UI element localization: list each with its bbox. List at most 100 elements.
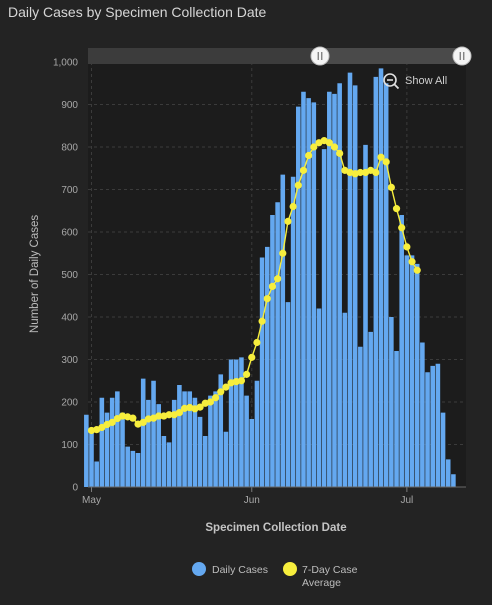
daily-case-bar[interactable]	[296, 106, 301, 488]
daily-case-bar[interactable]	[130, 450, 136, 488]
daily-case-bar[interactable]	[451, 474, 456, 487]
seven-day-average-point[interactable]	[310, 143, 318, 151]
daily-case-bar[interactable]	[332, 93, 337, 488]
seven-day-average-point[interactable]	[330, 143, 339, 151]
seven-day-average-point[interactable]	[253, 338, 261, 347]
seven-day-average-point[interactable]	[356, 168, 364, 177]
daily-case-bar[interactable]	[342, 312, 348, 487]
seven-day-average-point[interactable]	[413, 266, 421, 274]
seven-day-average-point[interactable]	[372, 168, 380, 177]
daily-case-bar[interactable]	[239, 357, 244, 488]
daily-case-bar[interactable]	[306, 98, 311, 488]
daily-case-bar[interactable]	[84, 414, 89, 487]
seven-day-average-point[interactable]	[279, 249, 287, 257]
daily-case-bar[interactable]	[254, 380, 260, 487]
range-slider[interactable]	[88, 46, 472, 66]
seven-day-average-point[interactable]	[237, 377, 246, 385]
daily-case-bar[interactable]	[275, 202, 280, 487]
daily-case-bar[interactable]	[140, 378, 146, 488]
daily-case-bar[interactable]	[146, 399, 151, 488]
seven-day-average-point[interactable]	[382, 158, 390, 166]
seven-day-average-point[interactable]	[129, 414, 137, 422]
daily-case-bar[interactable]	[378, 68, 384, 488]
seven-day-average-point[interactable]	[299, 166, 308, 174]
daily-case-bar[interactable]	[125, 446, 130, 488]
seven-day-average-point[interactable]	[387, 183, 395, 191]
daily-case-bar[interactable]	[425, 372, 430, 487]
range-slider-left-handle[interactable]	[310, 46, 330, 66]
seven-day-average-point[interactable]	[258, 317, 266, 325]
seven-day-average-point[interactable]	[243, 370, 251, 378]
daily-case-bar[interactable]	[161, 436, 167, 487]
daily-case-bar[interactable]	[99, 397, 105, 487]
daily-case-bar[interactable]	[208, 395, 213, 488]
daily-case-bar[interactable]	[445, 459, 451, 488]
range-slider-right-handle[interactable]	[452, 46, 472, 66]
seven-day-average-point[interactable]	[155, 412, 163, 420]
seven-day-average-point[interactable]	[274, 275, 282, 283]
seven-day-average-point[interactable]	[211, 394, 220, 402]
daily-case-bar[interactable]	[249, 419, 255, 487]
daily-case-bar[interactable]	[311, 102, 317, 488]
daily-case-bar[interactable]	[166, 442, 172, 488]
show-all-button[interactable]: Show All	[383, 73, 447, 90]
seven-day-average-point[interactable]	[248, 353, 256, 361]
seven-day-average-point[interactable]	[392, 205, 401, 213]
daily-case-bar[interactable]	[115, 391, 120, 488]
daily-case-bar[interactable]	[352, 85, 358, 488]
daily-case-bar[interactable]	[244, 395, 249, 488]
seven-day-average-point[interactable]	[325, 139, 333, 147]
legend-item-daily-cases[interactable]: Daily Cases	[192, 562, 268, 576]
daily-case-bar[interactable]	[404, 255, 410, 487]
daily-case-bar[interactable]	[316, 308, 322, 488]
daily-case-bar[interactable]	[389, 317, 394, 487]
seven-day-average-point[interactable]	[165, 411, 173, 419]
seven-day-average-point[interactable]	[289, 202, 297, 211]
seven-day-average-point[interactable]	[336, 149, 344, 157]
seven-day-average-point[interactable]	[206, 398, 215, 406]
daily-case-bar[interactable]	[202, 436, 208, 487]
daily-case-bar[interactable]	[409, 255, 415, 487]
daily-case-bar[interactable]	[259, 257, 265, 488]
daily-case-bar[interactable]	[151, 380, 156, 487]
show-all-label[interactable]: Show All	[405, 75, 447, 87]
daily-case-bar[interactable]	[218, 374, 224, 488]
daily-case-bar[interactable]	[270, 215, 275, 487]
daily-case-bar[interactable]	[347, 72, 353, 488]
daily-case-bar[interactable]	[327, 91, 332, 487]
daily-case-bar[interactable]	[399, 215, 404, 487]
daily-case-bar[interactable]	[290, 176, 296, 487]
daily-case-bar[interactable]	[337, 83, 342, 487]
daily-case-bar[interactable]	[223, 431, 229, 487]
daily-case-bar[interactable]	[213, 391, 218, 488]
daily-case-bar[interactable]	[187, 391, 193, 488]
seven-day-average-point[interactable]	[222, 383, 230, 391]
range-slider-selection[interactable]	[320, 48, 462, 64]
daily-case-bar[interactable]	[264, 246, 270, 487]
daily-case-bar[interactable]	[358, 346, 363, 487]
daily-case-bar[interactable]	[394, 351, 399, 487]
daily-case-bar[interactable]	[177, 385, 182, 487]
daily-case-bar[interactable]	[135, 453, 141, 487]
daily-case-bar[interactable]	[182, 391, 187, 488]
daily-case-bar[interactable]	[104, 412, 110, 488]
seven-day-average-point[interactable]	[408, 258, 416, 266]
daily-case-bar[interactable]	[109, 397, 115, 487]
daily-case-bar[interactable]	[89, 429, 94, 488]
daily-case-bar[interactable]	[383, 83, 389, 487]
daily-case-bar[interactable]	[414, 263, 420, 488]
seven-day-average-point[interactable]	[108, 418, 116, 426]
daily-case-bar[interactable]	[368, 331, 373, 488]
seven-day-average-point[interactable]	[403, 243, 411, 251]
daily-case-bar[interactable]	[228, 359, 234, 488]
seven-day-average-point[interactable]	[175, 409, 183, 417]
daily-case-bar[interactable]	[321, 149, 327, 488]
daily-case-bar[interactable]	[171, 399, 177, 488]
seven-day-average-point[interactable]	[268, 282, 277, 290]
seven-day-average-point[interactable]	[217, 388, 225, 396]
seven-day-average-point[interactable]	[398, 224, 406, 232]
daily-case-bar[interactable]	[120, 412, 125, 488]
daily-case-bar[interactable]	[285, 302, 291, 488]
daily-case-bar[interactable]	[94, 461, 99, 488]
daily-case-bar[interactable]	[420, 342, 425, 488]
